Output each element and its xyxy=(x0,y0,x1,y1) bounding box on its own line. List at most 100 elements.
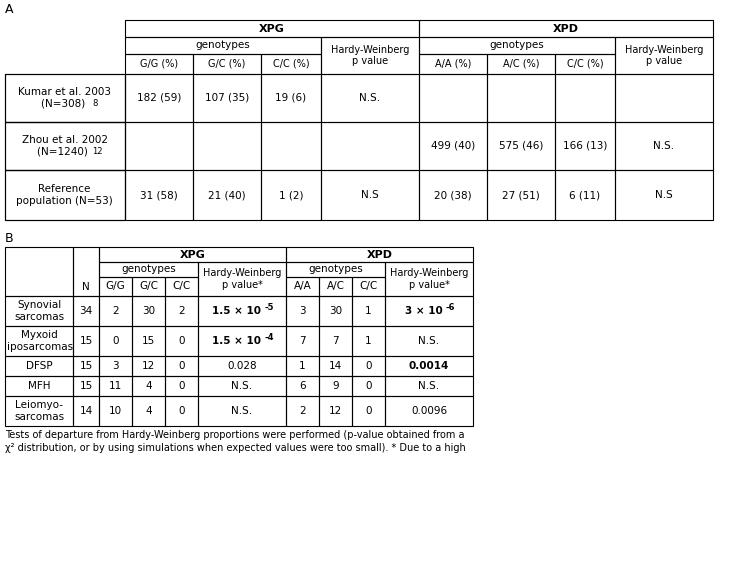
Bar xyxy=(385,262,473,296)
Text: χ² distribution, or by using simulations when expected values were too small). *: χ² distribution, or by using simulations… xyxy=(5,443,466,453)
Text: Hardy-Weinberg
p value: Hardy-Weinberg p value xyxy=(625,45,703,66)
Text: 31 (58): 31 (58) xyxy=(140,190,178,200)
Bar xyxy=(261,74,321,122)
Bar xyxy=(165,326,198,356)
Text: 15: 15 xyxy=(79,381,93,391)
Text: 20 (38): 20 (38) xyxy=(434,190,472,200)
Bar xyxy=(198,326,286,356)
Bar xyxy=(286,247,473,262)
Text: Tests of departure from Hardy-Weinberg proportions were performed (p-value obtai: Tests of departure from Hardy-Weinberg p… xyxy=(5,430,464,440)
Text: 182 (59): 182 (59) xyxy=(137,93,181,103)
Bar xyxy=(165,376,198,396)
Text: Hardy-Weinberg
p value: Hardy-Weinberg p value xyxy=(330,45,409,66)
Bar xyxy=(319,396,352,426)
Text: A/A (%): A/A (%) xyxy=(435,59,471,69)
Bar xyxy=(5,396,73,426)
Bar xyxy=(132,396,165,426)
Text: 9: 9 xyxy=(332,381,339,391)
Text: genotypes: genotypes xyxy=(196,41,250,50)
Text: XPG: XPG xyxy=(180,249,205,260)
Text: 1: 1 xyxy=(365,306,372,316)
Text: 1: 1 xyxy=(365,336,372,346)
Bar xyxy=(5,74,125,122)
Bar xyxy=(419,20,713,37)
Text: 15: 15 xyxy=(79,361,93,371)
Bar xyxy=(319,277,352,296)
Text: C/C: C/C xyxy=(359,281,378,292)
Text: -6: -6 xyxy=(446,303,456,312)
Text: G/C (%): G/C (%) xyxy=(208,59,246,69)
Bar xyxy=(321,74,419,122)
Text: N.S: N.S xyxy=(361,190,379,200)
Text: Reference
population (N=53): Reference population (N=53) xyxy=(16,184,113,206)
Text: 10: 10 xyxy=(109,406,122,416)
Text: N.S: N.S xyxy=(655,190,673,200)
Bar xyxy=(261,170,321,220)
Text: Leiomyo-
sarcomas: Leiomyo- sarcomas xyxy=(14,400,64,422)
Text: 14: 14 xyxy=(329,361,342,371)
Text: G/G: G/G xyxy=(106,281,125,292)
Bar xyxy=(286,376,319,396)
Bar xyxy=(165,296,198,326)
Bar xyxy=(5,170,125,220)
Bar xyxy=(615,170,713,220)
Text: 19 (6): 19 (6) xyxy=(275,93,307,103)
Text: 0: 0 xyxy=(178,361,185,371)
Bar xyxy=(5,170,125,220)
Bar xyxy=(555,74,615,122)
Bar xyxy=(555,54,615,74)
Text: 0: 0 xyxy=(113,336,118,346)
Text: 7: 7 xyxy=(300,336,306,346)
Bar xyxy=(165,396,198,426)
Text: Hardy-Weinberg
p value*: Hardy-Weinberg p value* xyxy=(203,268,281,290)
Bar xyxy=(198,296,286,326)
Bar xyxy=(321,37,419,74)
Text: 0: 0 xyxy=(365,361,372,371)
Text: 3: 3 xyxy=(300,306,306,316)
Bar xyxy=(198,376,286,396)
Bar xyxy=(487,122,555,170)
Bar xyxy=(555,170,615,220)
Text: 1.5 × 10: 1.5 × 10 xyxy=(213,306,261,316)
Bar xyxy=(73,376,99,396)
Bar xyxy=(286,296,319,326)
Text: 12: 12 xyxy=(142,361,155,371)
Bar xyxy=(125,170,193,220)
Text: 15: 15 xyxy=(79,336,93,346)
Bar xyxy=(132,326,165,356)
Bar xyxy=(319,296,352,326)
Bar xyxy=(352,296,385,326)
Bar xyxy=(385,376,473,396)
Bar xyxy=(5,247,73,296)
Bar xyxy=(198,356,286,376)
Bar xyxy=(132,277,165,296)
Text: XPG: XPG xyxy=(259,23,285,33)
Text: 2: 2 xyxy=(178,306,185,316)
Text: A: A xyxy=(5,3,13,16)
Bar xyxy=(286,356,319,376)
Bar xyxy=(165,356,198,376)
Bar xyxy=(132,376,165,396)
Bar xyxy=(419,54,487,74)
Text: 14: 14 xyxy=(79,406,93,416)
Bar xyxy=(99,262,198,277)
Bar xyxy=(198,262,286,296)
Text: 4: 4 xyxy=(145,406,152,416)
Bar xyxy=(487,170,555,220)
Text: genotypes: genotypes xyxy=(308,265,363,274)
Bar xyxy=(5,296,73,326)
Text: MFH: MFH xyxy=(28,381,50,391)
Text: 0.0096: 0.0096 xyxy=(411,406,447,416)
Text: N.S.: N.S. xyxy=(231,406,252,416)
Bar xyxy=(615,74,713,122)
Text: Myxoid
liposarcomas: Myxoid liposarcomas xyxy=(4,330,74,352)
Bar xyxy=(487,54,555,74)
Bar xyxy=(419,170,487,220)
Bar xyxy=(99,396,132,426)
Text: 11: 11 xyxy=(109,381,122,391)
Bar xyxy=(165,277,198,296)
Text: G/G (%): G/G (%) xyxy=(140,59,178,69)
Text: N.S.: N.S. xyxy=(419,381,439,391)
Text: 6: 6 xyxy=(300,381,306,391)
Text: 12: 12 xyxy=(329,406,342,416)
